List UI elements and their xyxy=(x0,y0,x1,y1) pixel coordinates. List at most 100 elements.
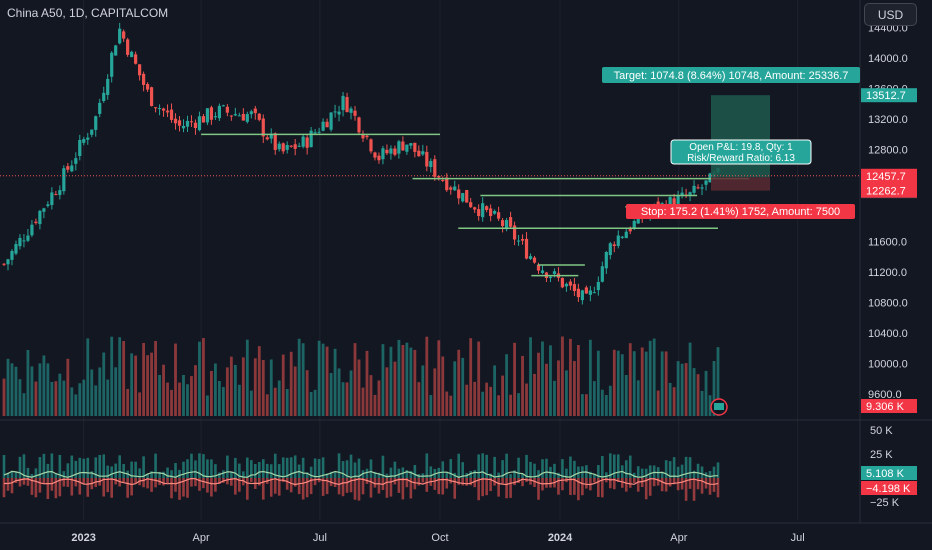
candle-body xyxy=(672,198,676,208)
volume-bar xyxy=(253,358,257,416)
volume-bar xyxy=(541,341,544,416)
osc-neg-bar xyxy=(573,478,576,495)
candle-body xyxy=(548,276,553,278)
osc-neg-bar xyxy=(273,478,277,494)
osc-pos-bar xyxy=(369,459,373,478)
osc-pos-bar xyxy=(485,454,488,478)
osc-pos-bar xyxy=(445,471,449,478)
osc-pos-bar xyxy=(700,466,704,478)
volume-bar xyxy=(704,370,708,416)
osc-pos-bar xyxy=(10,470,14,478)
osc-pos-bar xyxy=(616,454,620,478)
volume-bar xyxy=(102,352,106,416)
osc-pos-bar xyxy=(501,460,504,478)
osc-neg-bar xyxy=(22,478,26,485)
volume-bar xyxy=(716,347,720,416)
osc-pos-bar xyxy=(716,462,720,478)
currency-button[interactable]: USD xyxy=(864,3,917,26)
osc-pos-bar xyxy=(393,461,397,478)
osc-pos-bar xyxy=(624,460,628,478)
osc-pos-bar xyxy=(341,461,345,478)
volume-bar xyxy=(632,351,636,416)
osc-neg-label-bg xyxy=(861,481,917,495)
osc-neg-bar xyxy=(712,478,716,492)
candle-body xyxy=(457,189,461,199)
osc-neg-bar xyxy=(82,478,86,484)
volume-bar xyxy=(198,341,201,416)
candle-body xyxy=(209,107,214,120)
volume-bar xyxy=(648,340,652,416)
volume-bar xyxy=(573,361,576,416)
volume-bar xyxy=(257,346,261,416)
candle-body xyxy=(301,136,305,147)
volume-bar xyxy=(138,392,142,416)
osc-pos-bar xyxy=(246,457,249,478)
osc-pos-bar xyxy=(489,473,492,478)
candle-body xyxy=(357,117,361,133)
time-axis-label: Apr xyxy=(670,532,687,544)
volume-bar xyxy=(94,385,98,416)
candle-body xyxy=(82,139,86,143)
candle-body xyxy=(520,239,525,241)
osc-pos-bar xyxy=(74,460,78,478)
volume-bar xyxy=(150,352,153,416)
candle-body xyxy=(393,148,397,155)
candle-body xyxy=(118,28,122,44)
candle-body xyxy=(281,143,285,152)
osc-neg-bar xyxy=(660,478,664,492)
volume-bar xyxy=(261,359,265,416)
osc-neg-bar xyxy=(453,478,457,499)
osc-pos-bar xyxy=(293,455,297,478)
candle-body xyxy=(560,277,565,288)
candle-body xyxy=(138,64,142,76)
volume-bar xyxy=(78,383,82,416)
osc-pos-bar xyxy=(632,472,636,478)
volume-bar xyxy=(397,339,401,416)
volume-bar xyxy=(612,349,616,416)
osc-neg-bar xyxy=(676,478,680,491)
target-price-label-bg xyxy=(861,88,917,103)
osc-neg-label: −4.198 K xyxy=(866,483,911,495)
candle-body xyxy=(696,187,700,189)
candle-body xyxy=(66,166,70,170)
osc-neg-bar xyxy=(481,478,484,497)
osc-neg-bar xyxy=(668,478,672,487)
osc-pos-bar xyxy=(628,455,632,478)
osc-neg-bar xyxy=(401,478,405,500)
osc-neg-bar xyxy=(238,478,241,492)
osc-pos-label-bg xyxy=(861,466,917,480)
volume-bar xyxy=(337,368,341,416)
osc-neg-bar xyxy=(58,478,62,497)
volume-bar xyxy=(553,380,556,416)
osc-pos-bar xyxy=(525,454,528,478)
price-tick-label: 10400.0 xyxy=(868,328,908,340)
candle-body xyxy=(249,111,253,115)
osc-neg-bar xyxy=(569,478,572,496)
osc-neg-bar xyxy=(134,478,137,484)
volume-bar xyxy=(529,337,532,416)
volume-bar xyxy=(369,375,373,416)
osc-pos-bar xyxy=(545,458,548,478)
volume-bar xyxy=(42,355,46,416)
volume-bar xyxy=(441,356,445,416)
osc-pos-bar xyxy=(186,459,189,478)
price-tick-label: 9600.0 xyxy=(868,389,902,401)
osc-pos-bar xyxy=(178,469,181,478)
volume-bar xyxy=(385,367,389,416)
osc-pos-bar xyxy=(202,454,205,478)
candle-body xyxy=(389,148,393,154)
osc-neg-bar xyxy=(664,478,668,492)
osc-neg-bar xyxy=(716,478,720,498)
candle-body xyxy=(473,207,477,210)
osc-pos-bar xyxy=(206,459,209,478)
candle-body xyxy=(501,220,505,227)
osc-pos-bar xyxy=(301,457,305,478)
volume-bar xyxy=(501,375,505,416)
osc-pos-bar xyxy=(170,470,173,478)
candle-body xyxy=(596,281,600,291)
osc-neg-bar xyxy=(182,478,185,497)
candle-body xyxy=(329,112,333,130)
candle-body xyxy=(265,137,269,140)
price-tick-label: 11600.0 xyxy=(868,236,907,248)
